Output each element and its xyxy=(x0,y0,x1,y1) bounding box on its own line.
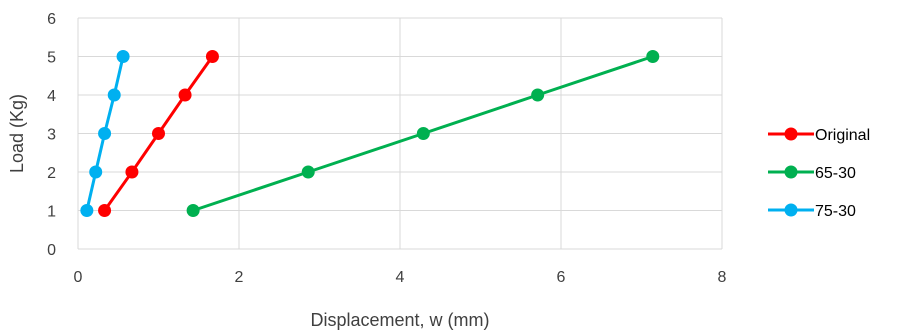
series-Original xyxy=(98,50,219,217)
data-point xyxy=(152,127,165,140)
plot-area xyxy=(80,50,660,217)
grid xyxy=(77,17,723,250)
x-tick-label: 4 xyxy=(396,269,405,286)
x-tick-label: 6 xyxy=(557,269,566,286)
series-65-30 xyxy=(186,50,660,217)
legend-item: 65-30 xyxy=(768,165,856,182)
y-tick-label: 5 xyxy=(47,50,56,67)
data-point xyxy=(107,88,121,102)
data-point xyxy=(531,88,545,102)
legend: Original 65-30 75-30 xyxy=(768,127,870,220)
legend-marker xyxy=(784,127,798,141)
legend-marker xyxy=(784,165,798,179)
legend-label: 65-30 xyxy=(815,165,856,182)
y-tick-label: 4 xyxy=(47,88,56,105)
y-tick-label: 3 xyxy=(47,127,56,144)
y-tick-label: 1 xyxy=(47,204,56,221)
legend-label: 75-30 xyxy=(815,203,856,220)
series-75-30 xyxy=(80,50,130,217)
data-point xyxy=(205,50,219,63)
y-tick-label: 2 xyxy=(47,165,56,182)
data-point xyxy=(98,204,112,217)
y-axis-label: Load (Kg) xyxy=(7,94,27,173)
legend-marker xyxy=(784,203,798,217)
y-tick-label: 6 xyxy=(47,11,56,28)
tick-labels: 0 1 2 3 4 5 6 0 2 4 6 8 xyxy=(47,11,726,286)
data-point xyxy=(646,50,660,63)
data-point xyxy=(301,165,315,179)
data-point xyxy=(178,88,192,102)
legend-item: 75-30 xyxy=(768,203,856,220)
x-tick-label: 2 xyxy=(235,269,244,286)
data-point xyxy=(98,127,112,140)
x-tick-label: 0 xyxy=(74,269,83,286)
x-axis-label: Displacement, w (mm) xyxy=(310,310,489,330)
data-point xyxy=(125,165,139,179)
data-point xyxy=(116,50,130,63)
data-point xyxy=(416,127,430,140)
y-tick-label: 0 xyxy=(47,242,56,259)
data-point xyxy=(186,204,200,217)
data-point xyxy=(89,165,103,179)
data-point xyxy=(80,204,94,217)
legend-label: Original xyxy=(815,127,870,144)
legend-item: Original xyxy=(768,127,870,144)
x-tick-label: 8 xyxy=(718,269,727,286)
